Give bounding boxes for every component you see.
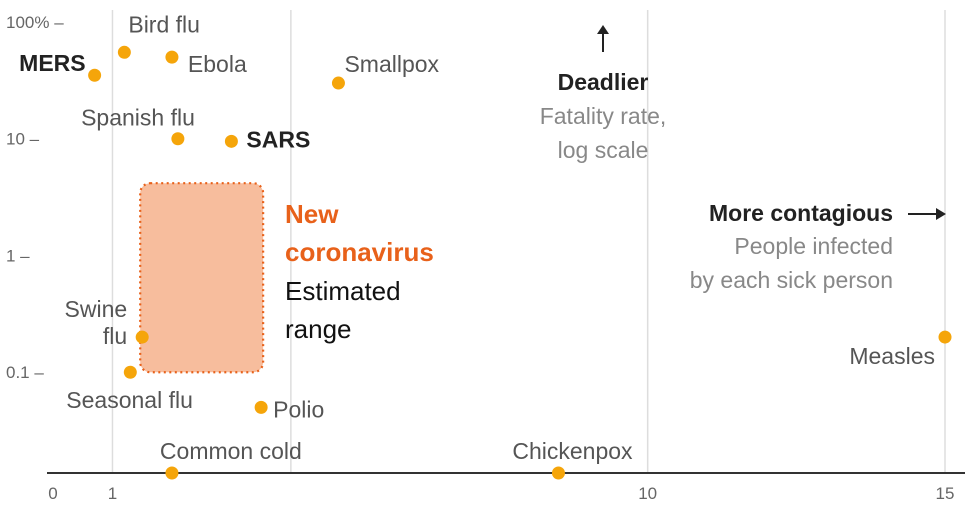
point-common-cold [165,466,179,480]
y-tick-label: 0.1 – [6,363,44,382]
contagious-title: More contagious [709,200,893,226]
vertical-gridlines [111,10,946,473]
label-polio: Polio [273,396,324,422]
label-ebola: Ebola [188,51,247,77]
coronavirus-title-line-1: New [285,199,339,229]
contagious-subtitle-line-2: by each sick person [690,267,893,293]
disease-labels: Bird flu MERS Ebola Smallpox Spanish flu SARS… [19,11,935,464]
deadlier-annotation: Deadlier Fatality rate, log scale [540,25,667,163]
deadlier-subtitle-line-2: log scale [558,137,649,163]
contagious-annotation: More contagious People infected by each … [690,200,946,293]
deadlier-title: Deadlier [558,69,649,95]
point-sars [224,134,238,148]
label-spanish-flu: Spanish flu [81,105,195,131]
y-tick-label: 100% – [6,13,64,32]
point-mers [88,68,102,82]
x-axis-ticks: 0 1 10 15 [48,484,954,503]
contagious-subtitle-line-1: People infected [734,233,893,259]
coronavirus-label: New coronavirus Estimated range [285,199,434,344]
label-mers: MERS [19,50,85,76]
point-swine-flu [135,330,149,344]
label-smallpox: Smallpox [344,51,439,77]
coronavirus-subtitle-line-2: range [285,314,352,344]
coronavirus-range [139,182,265,374]
coronavirus-subtitle-line-1: Estimated [285,276,401,306]
coronavirus-range-box [139,182,265,374]
x-tick-label: 10 [638,484,657,503]
deadlier-subtitle-line-1: Fatality rate, [540,103,667,129]
x-tick-label: 0 [48,484,57,503]
y-tick-label: 1 – [6,246,30,265]
x-tick-label: 1 [108,484,117,503]
label-chickenpox: Chickenpox [512,438,633,464]
point-chickenpox [551,466,565,480]
label-measles: Measles [849,343,935,369]
y-axis-ticks: 100% – 10 – 1 – 0.1 – [6,13,64,382]
up-arrow-head-icon [597,25,609,34]
point-smallpox [331,76,345,90]
point-measles [938,330,952,344]
label-swine-flu-line-2: flu [103,323,127,349]
x-tick-label: 15 [936,484,955,503]
disease-points [88,45,952,480]
point-ebola [165,50,179,64]
label-sars: SARS [246,126,310,152]
label-swine-flu-line-1: Swine [65,296,128,322]
label-common-cold: Common cold [160,438,302,464]
right-arrow-head-icon [936,208,946,220]
coronavirus-title-line-2: coronavirus [285,237,434,267]
point-spanish-flu [171,132,185,146]
point-seasonal-flu [123,365,137,379]
label-bird-flu: Bird flu [128,11,200,37]
point-polio [254,400,268,414]
label-seasonal-flu: Seasonal flu [66,387,193,413]
y-tick-label: 10 – [6,130,40,149]
point-bird-flu [117,45,131,59]
